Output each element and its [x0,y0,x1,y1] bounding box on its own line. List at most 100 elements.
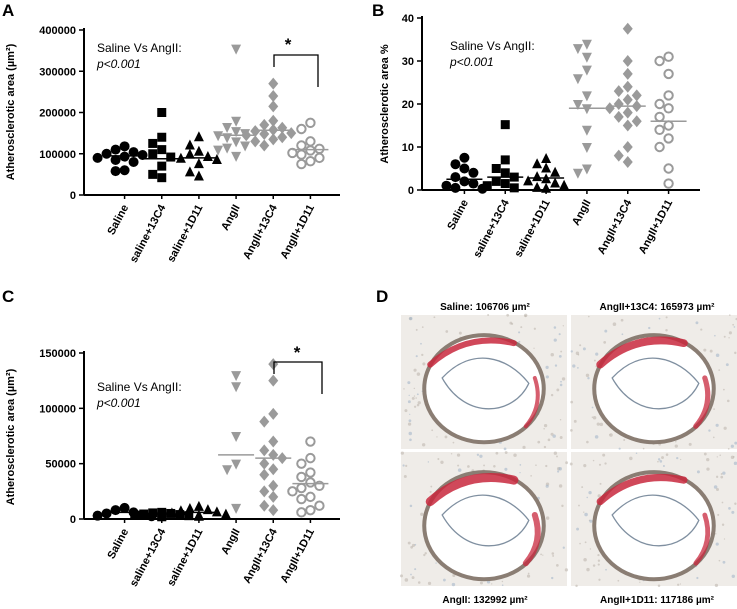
tissue-speckle [695,321,699,325]
tissue-speckle [596,422,600,426]
tissue-speckle [511,322,514,325]
tissue-speckle [559,419,562,421]
tissue-speckle [415,397,417,399]
tissue-speckle [665,453,669,456]
x-category-label: AngII+13C4 [241,202,280,262]
data-point [128,157,139,167]
tissue-speckle [665,316,668,319]
data-point [259,468,270,481]
tissue-speckle [609,433,613,437]
data-point [622,67,633,80]
tissue-speckle [584,541,587,544]
data-point [231,459,242,470]
tissue-speckle [583,464,587,468]
tissue-speckle [562,325,564,327]
data-point [296,158,307,170]
tissue-speckle [551,552,555,555]
data-point [581,65,592,76]
data-point [523,175,534,186]
tissue-speckle [440,460,444,464]
tissue-speckle [713,408,715,410]
y-tick-label: 0 [408,185,414,197]
tissue-speckle [721,523,725,526]
tissue-speckle [503,447,507,451]
data-point [213,145,224,156]
data-point [305,136,316,147]
tissue-speckle [559,383,563,387]
data-point [193,170,204,181]
micro-caption-saline: Saline: 106706 µm² [440,302,530,313]
tissue-speckle [723,388,725,391]
data-point [148,149,158,159]
tissue-speckle [519,472,521,474]
data-point [459,163,470,174]
data-point [305,155,316,167]
tissue-speckle [734,441,737,445]
tissue-speckle [407,422,412,426]
tissue-speckle [518,340,521,343]
tissue-speckle [573,419,577,423]
tissue-speckle [421,353,424,357]
data-point [572,44,583,55]
tissue-speckle [506,313,510,317]
data-point [491,176,501,186]
tissue-speckle [402,464,405,467]
data-point [259,415,270,428]
y-tick-label: 300000 [39,66,76,78]
data-point [663,178,674,189]
tissue-speckle [427,581,432,585]
data-point [268,100,279,113]
tissue-speckle [530,475,532,477]
lesion-stain [522,511,541,567]
lesion-stain [523,375,540,429]
tissue-speckle [479,581,483,585]
x-category-label: saline+1D11 [165,203,205,265]
lesion-stain [693,375,711,429]
tissue-speckle [561,377,566,381]
data-point [184,148,195,159]
tissue-speckle [591,416,594,418]
data-point [581,125,592,136]
tissue-speckle [725,363,729,367]
x-category-label: saline+13C4 [471,197,512,260]
data-point [157,145,167,155]
data-point [550,177,561,188]
tissue-speckle [423,553,426,557]
data-point [581,164,592,175]
data-point [157,132,167,142]
data-point [148,169,158,179]
data-point [663,103,674,114]
data-point [157,161,167,171]
tissue-speckle [533,327,536,330]
tissue-speckle [524,314,527,318]
tissue-speckle [435,562,437,564]
tissue-speckle [540,553,543,556]
note-line2-b: p<0.001 [449,55,494,69]
data-point [268,374,279,387]
data-point [268,504,279,517]
tissue-speckle [657,460,659,463]
x-category-label: saline+13C4 [128,202,169,265]
tissue-speckle [554,364,558,367]
tissue-speckle [658,317,661,320]
tissue-speckle [726,399,730,403]
tissue-speckle [731,574,735,579]
tissue-speckle [415,355,418,358]
data-point [622,93,633,106]
y-tick-label: 150000 [39,348,76,360]
data-point [250,125,261,138]
lesion-stain [425,473,519,507]
valve-leaflet [441,357,530,410]
tissue-speckle [581,486,584,488]
tissue-speckle [583,558,587,562]
data-point [613,110,624,123]
data-point [500,120,510,130]
micrograph-saline [401,313,567,451]
tissue-speckle [457,464,460,467]
data-point [532,181,543,192]
tissue-speckle [451,582,456,587]
data-point [663,51,674,62]
data-point [268,358,279,371]
data-point [213,131,224,142]
tissue-speckle [493,465,496,468]
